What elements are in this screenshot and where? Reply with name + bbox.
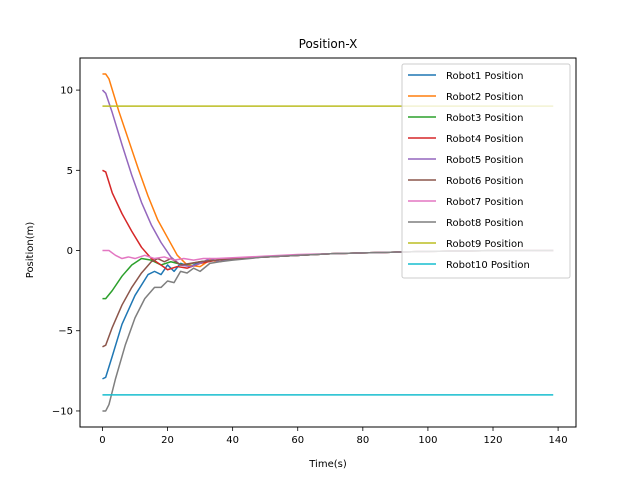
legend-entry: Robot7 Position [446,197,523,208]
y-tick-label: 5 [67,166,73,177]
y-axis: −10 −5 0 5 10 [52,86,80,417]
y-axis-label: Position(m) [25,222,36,279]
x-tick-label: 140 [549,435,568,446]
x-tick-label: 20 [161,435,174,446]
y-tick-label: 0 [67,246,73,257]
legend-entry: Robot9 Position [446,239,523,250]
legend-entry: Robot10 Position [446,260,530,271]
plot-area [101,73,554,412]
x-axis: 0 20 40 60 80 100 120 140 [99,427,568,446]
chart-title: Position-X [299,37,358,51]
legend-entry: Robot6 Position [446,176,523,187]
legend-entry: Robot2 Position [446,92,523,103]
x-tick-label: 80 [356,435,369,446]
x-tick-label: 120 [483,435,502,446]
legend-entry: Robot4 Position [446,134,523,145]
x-tick-label: 40 [226,435,239,446]
y-tick-label: −10 [52,406,73,417]
series-line-robot8 [102,249,554,412]
plot-frame [79,57,577,428]
x-tick-label: 60 [291,435,304,446]
y-tick-label: 10 [60,86,73,97]
legend: Robot1 Position Robot2 Position Robot3 Pos… [401,63,571,279]
x-tick-label: 0 [99,435,105,446]
legend-entry: Robot5 Position [446,155,523,166]
x-tick-label: 100 [418,435,437,446]
legend-box [401,63,571,279]
legend-entry: Robot8 Position [446,218,523,229]
y-tick-label: −5 [58,326,73,337]
x-axis-label: Time(s) [308,459,347,470]
legend-entry: Robot3 Position [446,113,523,124]
legend-entry: Robot1 Position [446,71,523,82]
